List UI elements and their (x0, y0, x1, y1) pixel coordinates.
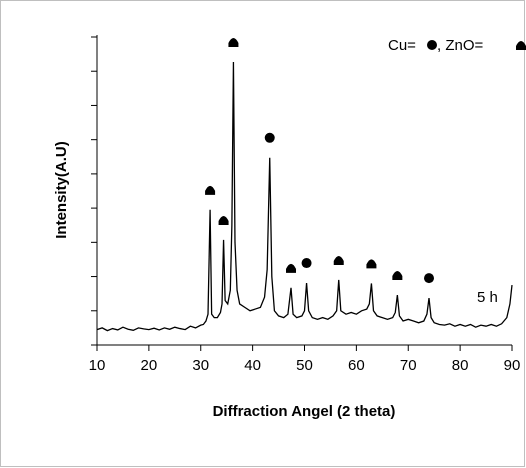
x-tick-label: 50 (296, 357, 313, 374)
legend-zno-label: , ZnO= (437, 37, 484, 54)
x-tick-label: 30 (192, 357, 209, 374)
zno-peak-marker (286, 263, 297, 273)
legend-cu-label: Cu= (388, 37, 416, 54)
zno-peak-marker (333, 255, 344, 265)
x-tick-label: 90 (504, 357, 521, 374)
cu-peak-marker (301, 258, 312, 269)
zno-peak-marker (392, 271, 403, 281)
zno-peak-marker (218, 215, 229, 225)
x-tick-label: 10 (89, 357, 106, 374)
x-axis-label: Diffraction Angel (2 theta) (213, 403, 396, 420)
zno-peak-marker (205, 185, 216, 195)
annotation: 5 h (477, 289, 498, 306)
x-tick-label: 40 (244, 357, 261, 374)
legend-zno-symbol (516, 41, 526, 50)
xrd-line (96, 61, 513, 332)
y-axis-label: Intensity(A.U) (53, 141, 70, 239)
cu-peak-marker (264, 132, 275, 143)
zno-peak-marker (366, 259, 377, 269)
legend-cu-symbol (427, 40, 437, 50)
x-tick-label: 70 (400, 357, 417, 374)
x-tick-label: 60 (348, 357, 365, 374)
x-tick-label: 80 (452, 357, 469, 374)
zno-peak-marker (228, 37, 239, 47)
x-tick-label: 20 (141, 357, 158, 374)
cu-peak-marker (424, 273, 434, 284)
